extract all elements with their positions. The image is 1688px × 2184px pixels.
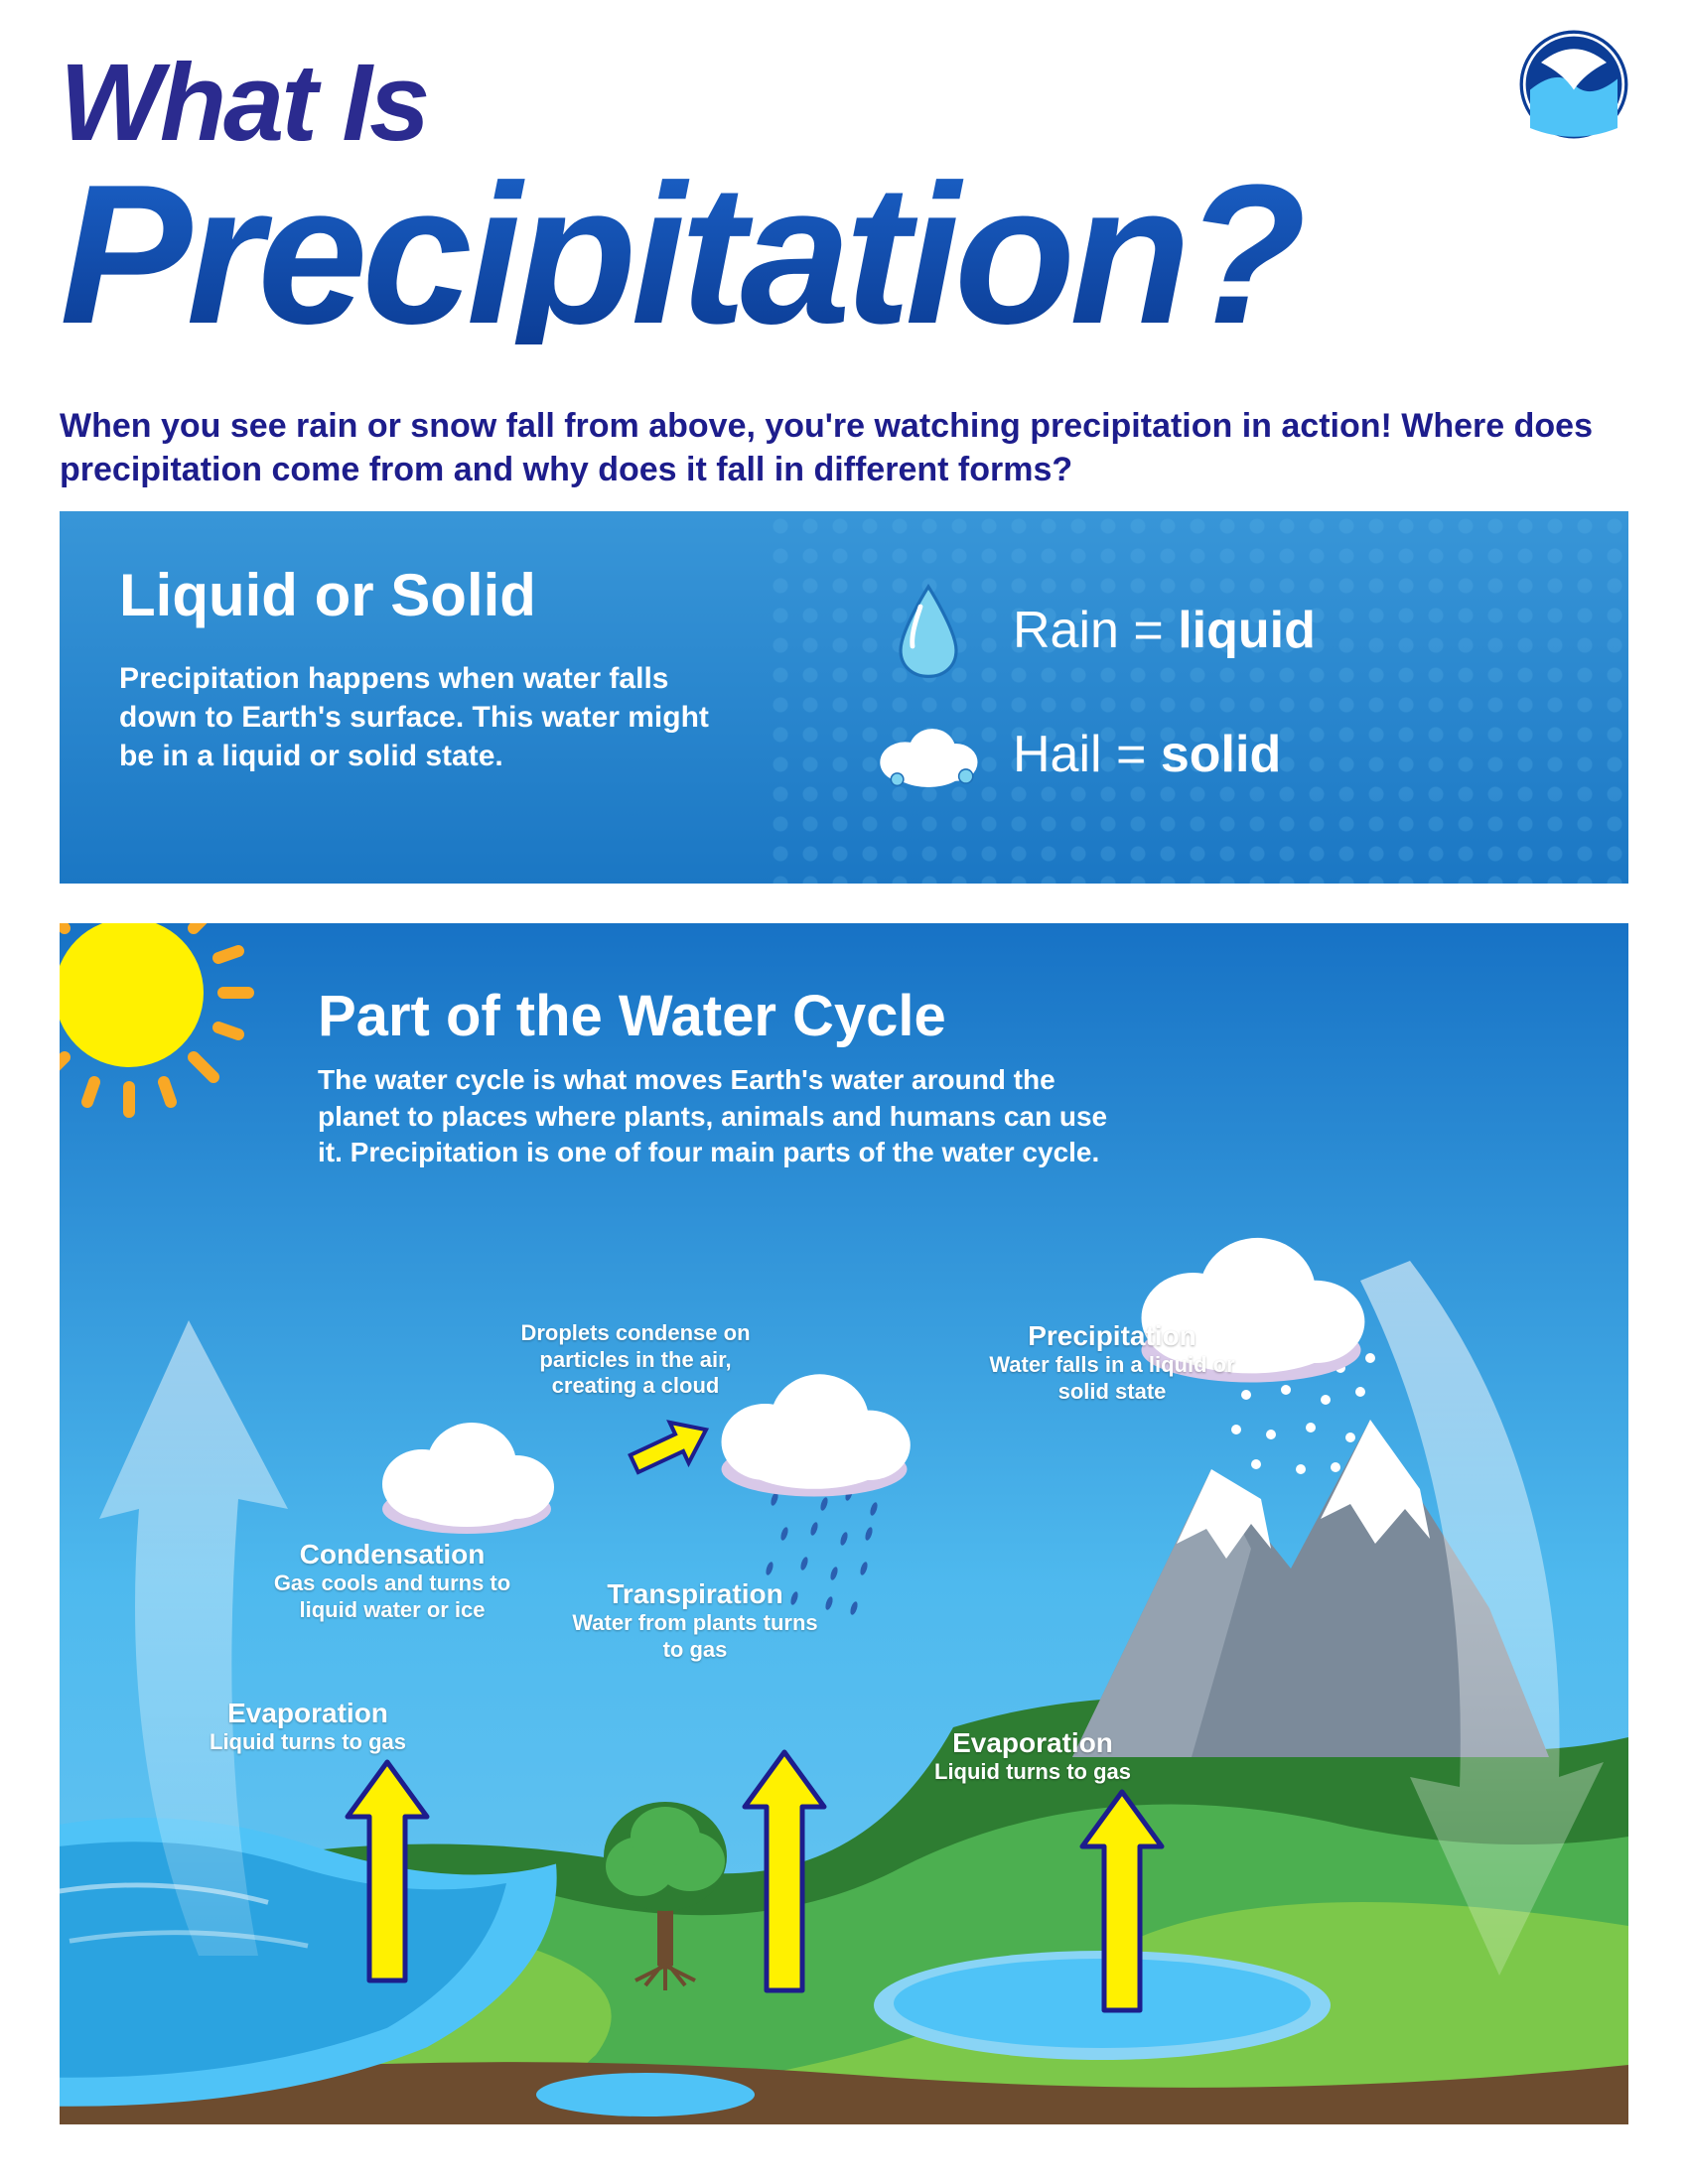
hail-prefix: Hail = [1013,726,1146,783]
rain-row: Rain = liquid [874,576,1569,685]
sun-icon [60,923,278,1142]
rain-label: Rain = liquid [1013,601,1316,660]
stage-subtitle: Liquid turns to gas [179,1729,437,1755]
hail-row: Hail = solid [874,700,1569,809]
cycle-arrow-down-icon [1350,1221,1609,1995]
stage-label-evaporation2: EvaporationLiquid turns to gas [904,1727,1162,1785]
stage-subtitle: Droplets condense on particles in the ai… [506,1320,765,1399]
cycle-description: The water cycle is what moves Earth's wa… [318,1062,1132,1170]
stage-subtitle: Gas cools and turns to liquid water or i… [263,1570,521,1623]
stage-subtitle: Liquid turns to gas [904,1759,1162,1785]
title-line2: Precipitation? [60,166,1628,344]
hail-cloud-icon [874,700,983,809]
stage-subtitle: Water falls in a liquid or solid state [983,1352,1241,1405]
stage-label-droplets: Droplets condense on particles in the ai… [506,1320,765,1399]
up-arrow-icon [735,1747,834,2000]
stage-title: Transpiration [566,1578,824,1610]
hail-state: solid [1161,726,1281,783]
tree-icon [586,1787,745,1995]
header: What Is Precipitation? [0,0,1688,374]
up-arrow-icon [338,1757,437,1990]
intro-text: When you see rain or snow fall from abov… [60,404,1628,491]
blue-right-column: Rain = liquid Hail = solid [814,561,1569,824]
liquid-solid-box: Liquid or Solid Precipitation happens wh… [60,511,1628,884]
stage-subtitle: Water from plants turns to gas [566,1610,824,1663]
rain-state: liquid [1178,602,1316,659]
rain-prefix: Rain = [1013,602,1164,659]
stage-title: Condensation [263,1539,521,1570]
stage-label-condensation: CondensationGas cools and turns to liqui… [263,1539,521,1623]
water-cycle-diagram: Part of the Water Cycle The water cycle … [60,923,1628,2124]
raindrop-icon [874,576,983,685]
liquid-solid-title: Liquid or Solid [119,561,814,629]
up-arrow-icon [1072,1787,1172,2020]
stage-label-evaporation1: EvaporationLiquid turns to gas [179,1698,437,1755]
blue-left-column: Liquid or Solid Precipitation happens wh… [119,561,814,824]
stage-label-transpiration: TranspirationWater from plants turns to … [566,1578,824,1663]
stage-title: Precipitation [983,1320,1241,1352]
cloud-icon [367,1410,566,1544]
stage-title: Evaporation [904,1727,1162,1759]
cycle-title: Part of the Water Cycle [318,983,946,1049]
stage-label-precipitation: PrecipitationWater falls in a liquid or … [983,1320,1241,1405]
liquid-solid-text: Precipitation happens when water falls d… [119,659,735,775]
noaa-logo-icon [1519,30,1628,139]
hail-label: Hail = solid [1013,725,1281,784]
stage-title: Evaporation [179,1698,437,1729]
